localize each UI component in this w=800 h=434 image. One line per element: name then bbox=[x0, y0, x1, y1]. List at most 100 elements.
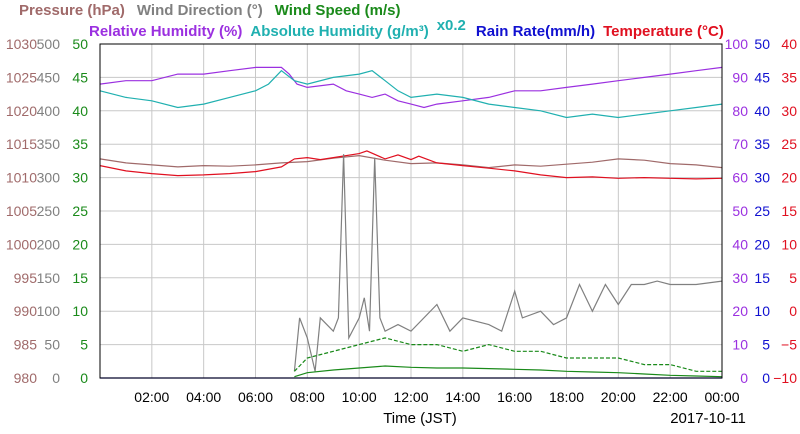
tick-wind_speed: 40 bbox=[72, 103, 88, 119]
series-temperature bbox=[99, 150, 723, 180]
tick-rain_rate: 5 bbox=[762, 337, 770, 353]
tick-wind_speed: 30 bbox=[72, 170, 88, 186]
tick-relative_humidity: 60 bbox=[732, 170, 748, 186]
tick-wind_speed: 35 bbox=[72, 136, 88, 152]
tick-wind_direction: 100 bbox=[37, 303, 61, 319]
tick-pressure: 990 bbox=[14, 303, 38, 319]
legend-entry: Wind Speed (m/s) bbox=[275, 2, 401, 19]
tick-temperature: 30 bbox=[781, 103, 797, 119]
tick-pressure: 1000 bbox=[6, 236, 37, 252]
plot-frame bbox=[99, 43, 723, 379]
tick-wind_speed: 5 bbox=[80, 337, 88, 353]
legend-entry: Wind Direction (°) bbox=[137, 2, 263, 19]
series-wind_speed_gust bbox=[293, 337, 722, 372]
tick-pressure: 1025 bbox=[6, 69, 37, 85]
tick-rain_rate: 25 bbox=[754, 203, 770, 219]
tick-pressure: 995 bbox=[14, 270, 38, 286]
legend-entry: Relative Humidity (%) bbox=[89, 23, 242, 40]
tick-wind_direction: 300 bbox=[37, 170, 61, 186]
series-absolute_humidity bbox=[99, 69, 723, 119]
tick-relative_humidity: 100 bbox=[725, 36, 749, 52]
x-axis-label: Time (JST) bbox=[383, 410, 457, 427]
tick-pressure: 1010 bbox=[6, 170, 37, 186]
x-tick-label: 12:00 bbox=[393, 389, 428, 405]
x-tick-label: 14:00 bbox=[445, 389, 480, 405]
plot-area bbox=[99, 43, 723, 379]
tick-relative_humidity: 50 bbox=[732, 203, 748, 219]
tick-wind_speed: 0 bbox=[80, 370, 88, 386]
tick-wind_speed: 25 bbox=[72, 203, 88, 219]
tick-pressure: 985 bbox=[14, 337, 38, 353]
x-tick-label: 08:00 bbox=[290, 389, 325, 405]
tick-relative_humidity: 40 bbox=[732, 236, 748, 252]
tick-relative_humidity: 70 bbox=[732, 136, 748, 152]
legend-entry: Absolute Humidity (g/m³) bbox=[250, 23, 428, 40]
legend-entry: Rain Rate(mm/h) bbox=[476, 23, 595, 40]
x-tick-label: 20:00 bbox=[601, 389, 636, 405]
series-relative_humidity bbox=[99, 66, 723, 109]
tick-wind_speed: 15 bbox=[72, 270, 88, 286]
series-pressure bbox=[99, 154, 723, 169]
tick-temperature: 20 bbox=[781, 170, 797, 186]
tick-relative_humidity: 0 bbox=[740, 370, 748, 386]
tick-relative_humidity: 80 bbox=[732, 103, 748, 119]
x-tick-label: 16:00 bbox=[497, 389, 532, 405]
tick-temperature: 35 bbox=[781, 69, 797, 85]
tick-rain_rate: 20 bbox=[754, 236, 770, 252]
tick-temperature: 25 bbox=[781, 136, 797, 152]
tick-wind_speed: 45 bbox=[72, 69, 88, 85]
tick-pressure: 1005 bbox=[6, 203, 37, 219]
tick-relative_humidity: 10 bbox=[732, 337, 748, 353]
tick-rain_rate: 50 bbox=[754, 36, 770, 52]
tick-pressure: 980 bbox=[14, 370, 38, 386]
tick-rain_rate: 0 bbox=[762, 370, 770, 386]
chart-date: 2017-10-11 bbox=[670, 410, 746, 427]
tick-relative_humidity: 90 bbox=[732, 69, 748, 85]
legend-entry: Pressure (hPa) bbox=[19, 2, 125, 19]
legend-entry: Temperature (°C) bbox=[603, 23, 724, 40]
x-tick-label: 18:00 bbox=[549, 389, 584, 405]
tick-wind_direction: 500 bbox=[37, 36, 61, 52]
tick-temperature: −10 bbox=[773, 370, 797, 386]
tick-wind_speed: 10 bbox=[72, 303, 88, 319]
tick-pressure: 1015 bbox=[6, 136, 37, 152]
tick-wind_direction: 400 bbox=[37, 103, 61, 119]
tick-rain_rate: 35 bbox=[754, 136, 770, 152]
tick-rain_rate: 10 bbox=[754, 303, 770, 319]
tick-temperature: 15 bbox=[781, 203, 797, 219]
tick-wind_direction: 0 bbox=[52, 370, 60, 386]
tick-rain_rate: 30 bbox=[754, 170, 770, 186]
series-wind_speed bbox=[294, 365, 723, 378]
tick-pressure: 1030 bbox=[6, 36, 37, 52]
x-tick-label: 10:00 bbox=[342, 389, 377, 405]
tick-wind_direction: 150 bbox=[37, 270, 61, 286]
x-tick-label: 06:00 bbox=[238, 389, 273, 405]
tick-temperature: −5 bbox=[781, 337, 797, 353]
tick-wind_direction: 200 bbox=[37, 236, 61, 252]
tick-relative_humidity: 30 bbox=[732, 270, 748, 286]
x-tick-label: 00:00 bbox=[704, 389, 739, 405]
x-tick-label: 22:00 bbox=[653, 389, 688, 405]
tick-temperature: 10 bbox=[781, 236, 797, 252]
x-tick-label: 04:00 bbox=[186, 389, 221, 405]
tick-wind_direction: 450 bbox=[37, 69, 61, 85]
tick-wind_direction: 350 bbox=[37, 136, 61, 152]
tick-rain_rate: 45 bbox=[754, 69, 770, 85]
legend: Pressure (hPa) Wind Direction (°) Wind Spe… bbox=[19, 2, 724, 40]
tick-temperature: 0 bbox=[789, 303, 797, 319]
tick-wind_speed: 20 bbox=[72, 236, 88, 252]
axes: 1030102510201015101010051000995990985980… bbox=[6, 36, 797, 405]
tick-wind_speed: 50 bbox=[72, 36, 88, 52]
series-wind_direction bbox=[293, 154, 723, 372]
tick-wind_direction: 250 bbox=[37, 203, 61, 219]
legend-entry: x0.2 bbox=[437, 17, 466, 34]
tick-temperature: 40 bbox=[781, 36, 797, 52]
tick-wind_direction: 50 bbox=[44, 337, 60, 353]
tick-rain_rate: 15 bbox=[754, 270, 770, 286]
x-tick-label: 02:00 bbox=[134, 389, 169, 405]
tick-temperature: 5 bbox=[789, 270, 797, 286]
tick-relative_humidity: 20 bbox=[732, 303, 748, 319]
tick-pressure: 1020 bbox=[6, 103, 37, 119]
tick-rain_rate: 40 bbox=[754, 103, 770, 119]
